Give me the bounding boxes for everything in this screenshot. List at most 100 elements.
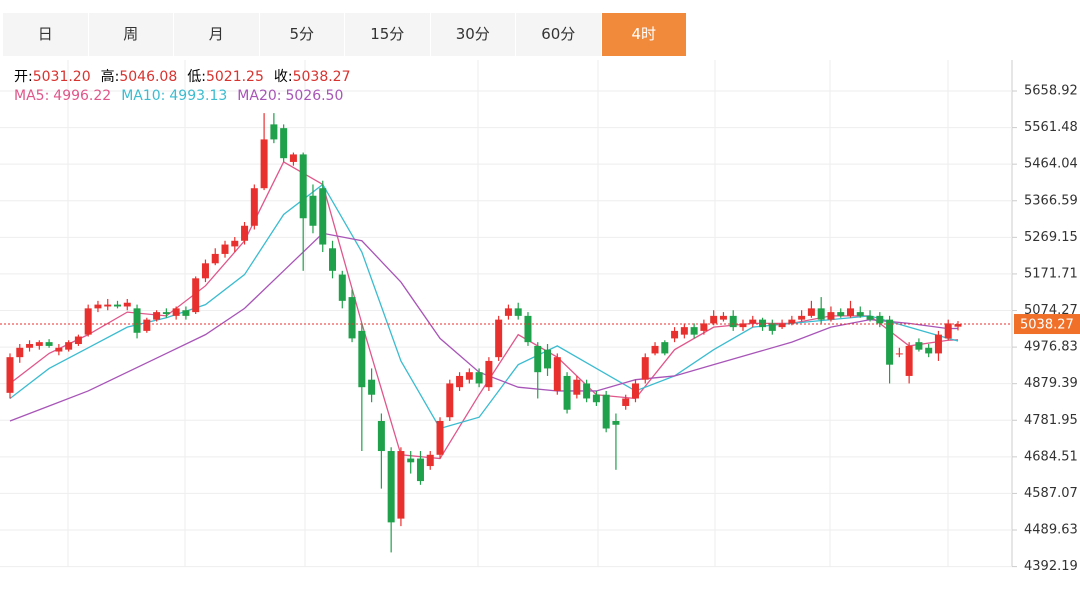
candle-body — [895, 353, 903, 355]
ma-label: MA5: — [14, 88, 50, 104]
y-tick-label: 5366.59 — [1024, 193, 1078, 208]
y-tick-label: 4587.07 — [1024, 486, 1078, 501]
tab[interactable]: 日 — [3, 13, 89, 56]
candle-body — [182, 310, 190, 316]
candle-body — [788, 319, 796, 324]
candle-body — [84, 308, 92, 335]
candle-body — [749, 319, 757, 324]
ma-line — [9, 232, 959, 422]
candle-body — [495, 319, 503, 358]
tab[interactable]: 5分 — [259, 13, 345, 56]
tab[interactable]: 4时 — [601, 13, 687, 56]
candle-body — [74, 336, 82, 345]
candle-body — [280, 128, 288, 159]
candle-body — [925, 347, 933, 354]
ma-value: 5026.50 — [285, 88, 344, 104]
candle-body — [26, 344, 34, 348]
tab[interactable]: 月 — [174, 13, 260, 56]
candle-body — [915, 342, 923, 350]
candle-body — [338, 274, 346, 301]
info-value: 5031.20 — [32, 69, 91, 85]
candle-body — [700, 323, 708, 331]
tab[interactable]: 15分 — [345, 13, 431, 56]
candle-body — [172, 308, 180, 316]
candle-body — [416, 458, 424, 482]
candle-body — [798, 315, 806, 320]
ma-line — [9, 183, 959, 430]
y-tick-label: 5561.48 — [1024, 120, 1078, 135]
candle-body — [739, 323, 747, 328]
candle-body — [94, 304, 102, 309]
candle-body — [544, 349, 552, 369]
info-item: 收:5038.27 — [274, 66, 351, 86]
candle-body — [319, 188, 327, 245]
candle-body — [329, 248, 337, 271]
candle-body — [651, 345, 659, 354]
info-value: 5021.25 — [205, 69, 264, 85]
ma-label: MA20: — [237, 88, 282, 104]
ohlc-info: 开:5031.20 高:5046.08 低:5021.25 收:5038.27 — [14, 66, 351, 86]
candle-body — [65, 342, 73, 350]
info-value: 5038.27 — [292, 69, 351, 85]
candle-body — [299, 154, 307, 219]
candle-body — [592, 394, 600, 403]
y-tick-label: 5171.71 — [1024, 266, 1078, 281]
candle-body — [114, 304, 122, 307]
y-tick-label: 5464.04 — [1024, 157, 1078, 172]
candle-body — [553, 357, 561, 391]
candle-body — [602, 394, 610, 429]
candle-body — [475, 372, 483, 384]
tab[interactable]: 60分 — [516, 13, 602, 56]
ma-info: MA5: 4996.22 MA10: 4993.13 MA20: 5026.50 — [14, 88, 343, 104]
y-tick-label: 4976.83 — [1024, 340, 1078, 355]
candle-body — [35, 342, 43, 346]
candle-body — [250, 188, 258, 226]
candle-body — [690, 327, 698, 335]
candle-body — [241, 225, 249, 241]
candle-body — [162, 312, 170, 314]
info-value: 5046.08 — [119, 69, 178, 85]
tab-bar: 日周月 5分 15分 30分 60分 4时 — [3, 13, 687, 56]
candle-body — [456, 375, 464, 388]
y-tick-label: 4489.63 — [1024, 523, 1078, 538]
candle-body — [104, 304, 112, 307]
candle-body — [358, 330, 366, 388]
candle-body — [446, 383, 454, 418]
candle-body — [16, 347, 24, 358]
candle-body — [680, 327, 688, 335]
info-item: 高:5046.08 — [101, 66, 178, 86]
ma-item: MA10: 4993.13 — [121, 88, 227, 104]
candle-body — [710, 315, 718, 324]
info-item: 低:5021.25 — [187, 66, 264, 86]
candle-body — [641, 357, 649, 380]
candle-body — [55, 347, 63, 352]
candle-body — [387, 451, 395, 523]
y-tick-label: 5269.15 — [1024, 230, 1078, 245]
candle-body — [397, 451, 405, 519]
candle-body — [211, 253, 219, 264]
candle-body — [856, 312, 864, 316]
last-price-box — [1014, 314, 1080, 335]
candle-body — [583, 383, 591, 399]
candle-body — [944, 323, 952, 339]
candle-body — [729, 315, 737, 328]
candle-body — [905, 345, 913, 376]
candle-body — [934, 334, 942, 354]
candle-body — [348, 297, 356, 339]
info-label: 收: — [273, 69, 293, 85]
ma-item: MA20: 5026.50 — [237, 88, 343, 104]
y-tick-label: 4879.39 — [1024, 376, 1078, 391]
candle-body — [436, 420, 444, 455]
candle-body — [153, 312, 161, 320]
candle-body — [768, 323, 776, 331]
tab[interactable]: 周 — [88, 13, 174, 56]
tab[interactable]: 30分 — [430, 13, 516, 56]
candle-body — [661, 342, 669, 354]
candle-body — [289, 154, 297, 162]
info-label: 开: — [14, 69, 33, 85]
candle-body — [221, 244, 229, 254]
candle-body — [426, 454, 434, 467]
last-price-label: 5038.27 — [1020, 318, 1074, 333]
candle-body — [827, 312, 835, 320]
